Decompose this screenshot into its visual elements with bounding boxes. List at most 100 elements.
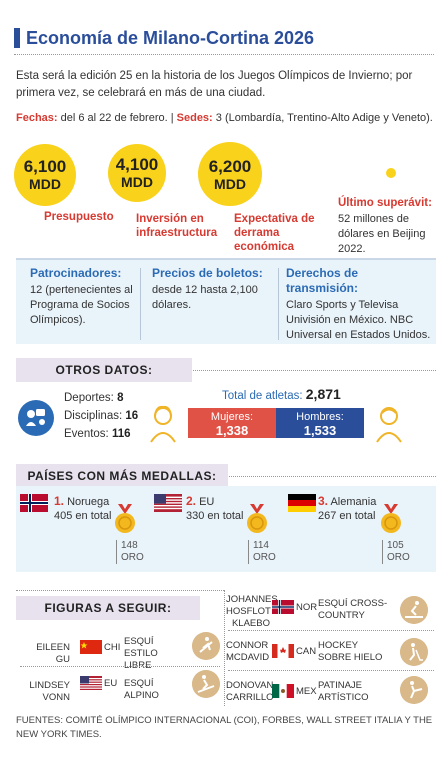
country-germany: 3. Alemania 267 en total (318, 494, 376, 523)
country-name: Noruega (67, 496, 110, 508)
figure-sport: ESQUÍ ESTILO LIBRE (124, 636, 158, 671)
info-body: desde 12 hasta 2,100 dólares. (152, 284, 258, 311)
stat-value: 6,200 (208, 157, 252, 176)
figure-sport: PATINAJE ARTÍSTICO (318, 680, 369, 703)
stat-circle-infra: 4,100 MDD (108, 144, 166, 202)
gold-count-germany: 105 ORO (382, 540, 410, 564)
mexico-flag-icon (272, 684, 294, 698)
medal-total: 330 en total (186, 510, 244, 522)
figure-name: JOHANNES HOSFLOT KLAEBO (226, 594, 278, 629)
page-title: Economía de Milano-Cortina 2026 (26, 27, 315, 48)
canada-flag-icon (272, 644, 294, 658)
figure-sport: ESQUÍ CROSS-COUNTRY (318, 598, 388, 621)
title-divider (14, 54, 434, 55)
info-body: Claro Sports y Televisa Univisión en Méx… (286, 299, 431, 341)
fechas-label: Fechas: (16, 112, 58, 124)
country-code: EU (104, 678, 118, 689)
sedes-label: Sedes: (176, 112, 213, 124)
info-sponsors: Patrocinadores: 12 (pertenecientes al Pr… (30, 266, 140, 328)
gold-medal-icon (381, 504, 401, 533)
gold-number: 105 (387, 540, 404, 551)
norway-flag-icon (20, 494, 48, 512)
divider (278, 268, 279, 340)
fechas-value: del 6 al 22 de febrero. | (60, 112, 174, 124)
figures-banner: FIGURAS A SEGUIR: (16, 596, 200, 620)
eventos-value: 116 (111, 428, 131, 440)
man-icon (374, 404, 404, 444)
dates-line: Fechas: del 6 al 22 de febrero. | Sedes:… (16, 112, 436, 124)
stat-unit: MDD (214, 176, 246, 192)
gold-label: ORO (121, 552, 144, 563)
row-rule (228, 670, 434, 671)
women-box: Mujeres: 1,338 (188, 408, 276, 438)
title-accent-bar (14, 28, 20, 48)
country-usa: 2. EU 330 en total (186, 494, 244, 523)
gold-medal-icon (115, 504, 135, 533)
country-norway: 1. Noruega 405 en total (54, 494, 112, 523)
germany-flag-icon (288, 494, 316, 512)
stat-label-derrama: Expectativa de derrama económica (234, 213, 315, 253)
medal-total: 267 en total (318, 510, 376, 522)
total-athletes: Total de atletas: 2,871 (222, 386, 341, 402)
athletes-icon (18, 400, 54, 436)
row-rule (20, 666, 220, 667)
usa-flag-icon (154, 494, 182, 512)
info-body: 12 (pertenecientes al Programa de Socios… (30, 284, 133, 326)
surplus-label: Último superávit: (338, 197, 432, 209)
intro-text: Esta será la edición 25 en la historia d… (16, 70, 413, 99)
row-rule (228, 630, 434, 631)
yellow-dot (386, 168, 396, 178)
men-label: Hombres: (296, 411, 344, 423)
eventos-label: Eventos: (64, 428, 109, 440)
figure-skating-icon (400, 676, 428, 704)
figure-name: EILEEN GU (36, 642, 70, 665)
disciplinas-value: 16 (125, 410, 139, 422)
freestyle-ski-icon (192, 632, 220, 660)
divider (140, 268, 141, 340)
women-value: 1,338 (215, 423, 249, 438)
country-code: MEX (296, 686, 317, 697)
rank: 2. (186, 494, 197, 508)
medal-total: 405 en total (54, 510, 112, 522)
stat-label-budget: Presupuesto (44, 211, 114, 223)
country-code: NOR (296, 602, 318, 613)
country-name: Alemania (330, 496, 377, 508)
norway-flag-icon (272, 600, 294, 614)
country-code: CHI (104, 642, 121, 653)
gold-label: ORO (253, 552, 276, 563)
figure-name: CONNOR MCDAVID (226, 640, 270, 663)
gold-number: 114 (253, 540, 269, 551)
gold-label: ORO (387, 552, 410, 563)
rank: 3. (318, 494, 329, 508)
info-heading: Precios de boletos: (152, 266, 263, 280)
disciplinas-label: Disciplinas: (64, 410, 123, 422)
sources-note: FUENTES: COMITÉ OLÍMPICO INTERNACIONAL (… (16, 715, 433, 740)
figure-sport: ESQUÍ ALPINO (124, 678, 159, 701)
women-label: Mujeres: (210, 411, 254, 423)
deportes-line: Deportes: 8 (64, 392, 123, 404)
section-rule (16, 590, 224, 591)
woman-icon (148, 404, 178, 444)
page-title-row: Economía de Milano-Cortina 2026 (14, 24, 394, 52)
total-value: 2,871 (305, 386, 341, 402)
info-broadcast: Derechos de transmisión: Claro Sports y … (286, 266, 432, 343)
men-box: Hombres: 1,533 (276, 408, 364, 438)
gold-number: 148 (121, 540, 138, 551)
china-flag-icon (80, 640, 102, 654)
figure-sport: HOCKEY SOBRE HIELO (318, 640, 383, 663)
stat-unit: MDD (121, 174, 153, 190)
stat-circle-budget: 6,100 MDD (14, 144, 76, 206)
stat-circle-derrama: 6,200 MDD (198, 142, 262, 206)
country-code: CAN (296, 646, 317, 657)
sedes-value: 3 (Lombardía, Trentino-Alto Adige y Vene… (215, 112, 433, 124)
figure-name: LINDSEY VONN (29, 680, 70, 703)
deportes-label: Deportes: (64, 392, 114, 404)
eventos-line: Eventos: 116 (64, 428, 131, 440)
gold-medal-icon (247, 504, 267, 533)
gold-count-usa: 114 ORO (248, 540, 276, 564)
otros-banner: OTROS DATOS: (16, 358, 192, 382)
stat-unit: MDD (29, 176, 61, 192)
medals-band (16, 486, 436, 572)
deportes-value: 8 (117, 392, 124, 404)
total-label: Total de atletas: (222, 390, 303, 402)
